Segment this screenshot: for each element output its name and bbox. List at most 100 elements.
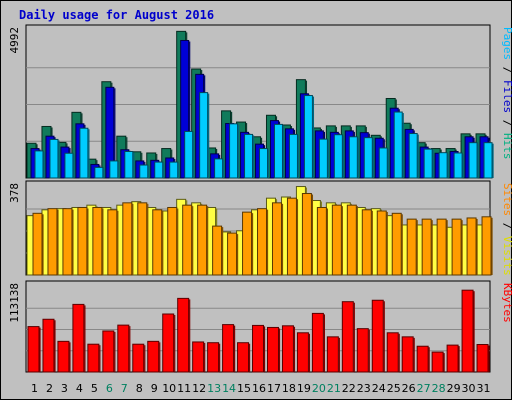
bar-pages-day-15 (244, 133, 254, 179)
bar-kbytes-day-13 (207, 342, 220, 373)
panel-kbytes: 113138 KBytes (8, 280, 512, 373)
bar-kbytes-day-14 (222, 324, 235, 373)
day-label: 14 (222, 382, 236, 395)
bar-pages-day-3 (64, 152, 74, 179)
bar-pages-day-4 (79, 127, 89, 179)
bar-pages-day-9 (154, 161, 164, 179)
bar-pages-day-11 (184, 130, 194, 179)
bar-kbytes-day-11 (177, 297, 190, 373)
panel-hits-max-label: 4992 (8, 27, 21, 54)
day-label: 9 (151, 382, 158, 395)
bar-kbytes-day-5 (87, 343, 100, 373)
series-pages (34, 92, 494, 179)
bar-kbytes-day-24 (371, 299, 384, 373)
bar-pages-day-10 (169, 161, 179, 179)
day-label: 6 (106, 382, 113, 395)
day-label: 30 (462, 382, 476, 395)
day-axis-labels: 1 2 3 4 5 6 7 8 9 10 11 12 13 14 15 16 17 18 19 20 21 22 23 24 2… (31, 382, 491, 395)
bar-sites-day-9 (152, 209, 163, 276)
panel-visits-max-label: 378 (8, 183, 21, 203)
legend-visits-item: / (501, 216, 512, 236)
panel-kbytes-max-label: 113138 (8, 283, 21, 323)
bar-sites-day-7 (122, 202, 133, 276)
bar-pages-day-25 (393, 111, 403, 179)
legend-visits-item: Visits (501, 236, 512, 276)
bar-sites-day-16 (257, 208, 268, 276)
legend-hits-item: Files (501, 80, 512, 113)
bar-sites-day-5 (92, 206, 103, 276)
panel-hits: 4992 Pages / Files / Hits (8, 24, 512, 179)
bar-sites-day-1 (32, 212, 43, 276)
bar-pages-day-22 (348, 136, 358, 179)
bar-sites-day-17 (271, 202, 282, 276)
day-label: 29 (447, 382, 461, 395)
bar-kbytes-day-23 (356, 328, 369, 373)
panel-visits-legend: Sites / Visits (501, 183, 512, 276)
day-label: 21 (327, 382, 341, 395)
bar-kbytes-day-2 (42, 318, 55, 373)
bar-sites-day-14 (227, 232, 238, 276)
panel-kbytes-legend: KBytes (501, 283, 512, 323)
panel-hits-legend: Pages / Files / Hits (501, 27, 512, 160)
bar-sites-day-27 (421, 218, 432, 276)
bar-sites-day-2 (47, 208, 58, 276)
bar-kbytes-day-27 (416, 345, 429, 373)
bar-sites-day-30 (466, 217, 477, 276)
bar-kbytes-day-10 (162, 313, 175, 373)
bar-kbytes-day-7 (117, 324, 130, 373)
chart-panels: 4992 Pages / Files / Hits 378 Sites / Visit… (8, 24, 512, 373)
bar-kbytes-day-28 (431, 351, 444, 373)
day-label: 11 (177, 382, 191, 395)
day-label: 26 (402, 382, 416, 395)
bar-kbytes-day-20 (311, 312, 324, 373)
bar-pages-day-24 (378, 147, 388, 179)
bar-kbytes-day-6 (102, 330, 115, 373)
day-label: 2 (46, 382, 53, 395)
bar-sites-day-31 (481, 216, 492, 276)
bar-kbytes-day-30 (461, 289, 474, 373)
bar-kbytes-day-22 (341, 301, 354, 373)
bar-sites-day-19 (301, 193, 312, 276)
bar-pages-day-20 (318, 138, 328, 179)
bar-sites-day-11 (182, 204, 193, 276)
bar-pages-day-29 (453, 152, 463, 179)
bar-sites-day-15 (242, 211, 253, 276)
bar-pages-day-27 (423, 148, 433, 179)
day-label: 8 (136, 382, 143, 395)
day-label: 15 (237, 382, 251, 395)
legend-visits-item: Sites (501, 183, 512, 216)
day-label: 19 (297, 382, 311, 395)
chart-title: Daily usage for August 2016 (19, 8, 214, 22)
bar-kbytes-day-16 (252, 324, 265, 373)
bar-kbytes-day-15 (237, 342, 250, 373)
series-kbytes (27, 289, 490, 373)
bar-kbytes-day-19 (296, 332, 309, 373)
bar-kbytes-day-1 (27, 326, 40, 373)
bar-pages-day-19 (303, 95, 313, 179)
bar-kbytes-day-29 (446, 344, 459, 373)
day-label: 1 (31, 382, 38, 395)
bar-sites-day-13 (212, 225, 223, 276)
bar-kbytes-day-3 (57, 340, 70, 373)
bar-kbytes-day-9 (147, 340, 160, 373)
panel-visits: 378 Sites / Visits (8, 180, 512, 276)
bar-pages-day-2 (49, 138, 59, 179)
bar-pages-day-7 (124, 150, 134, 179)
bar-kbytes-day-4 (72, 303, 85, 373)
day-label: 17 (267, 382, 281, 395)
legend-hits-item: / (501, 60, 512, 80)
bar-kbytes-day-26 (401, 336, 414, 373)
bar-kbytes-day-17 (266, 326, 279, 373)
bar-sites-day-12 (197, 204, 208, 276)
bar-pages-day-13 (214, 158, 224, 179)
bar-pages-day-1 (34, 150, 44, 179)
bar-sites-day-22 (346, 204, 357, 276)
bar-sites-day-18 (286, 197, 297, 276)
day-label: 3 (61, 382, 68, 395)
day-label: 5 (91, 382, 98, 395)
day-label: 10 (162, 382, 176, 395)
bar-kbytes-day-25 (386, 332, 399, 373)
day-label: 24 (372, 382, 386, 395)
day-label: 27 (417, 382, 431, 395)
day-label: 12 (192, 382, 206, 395)
